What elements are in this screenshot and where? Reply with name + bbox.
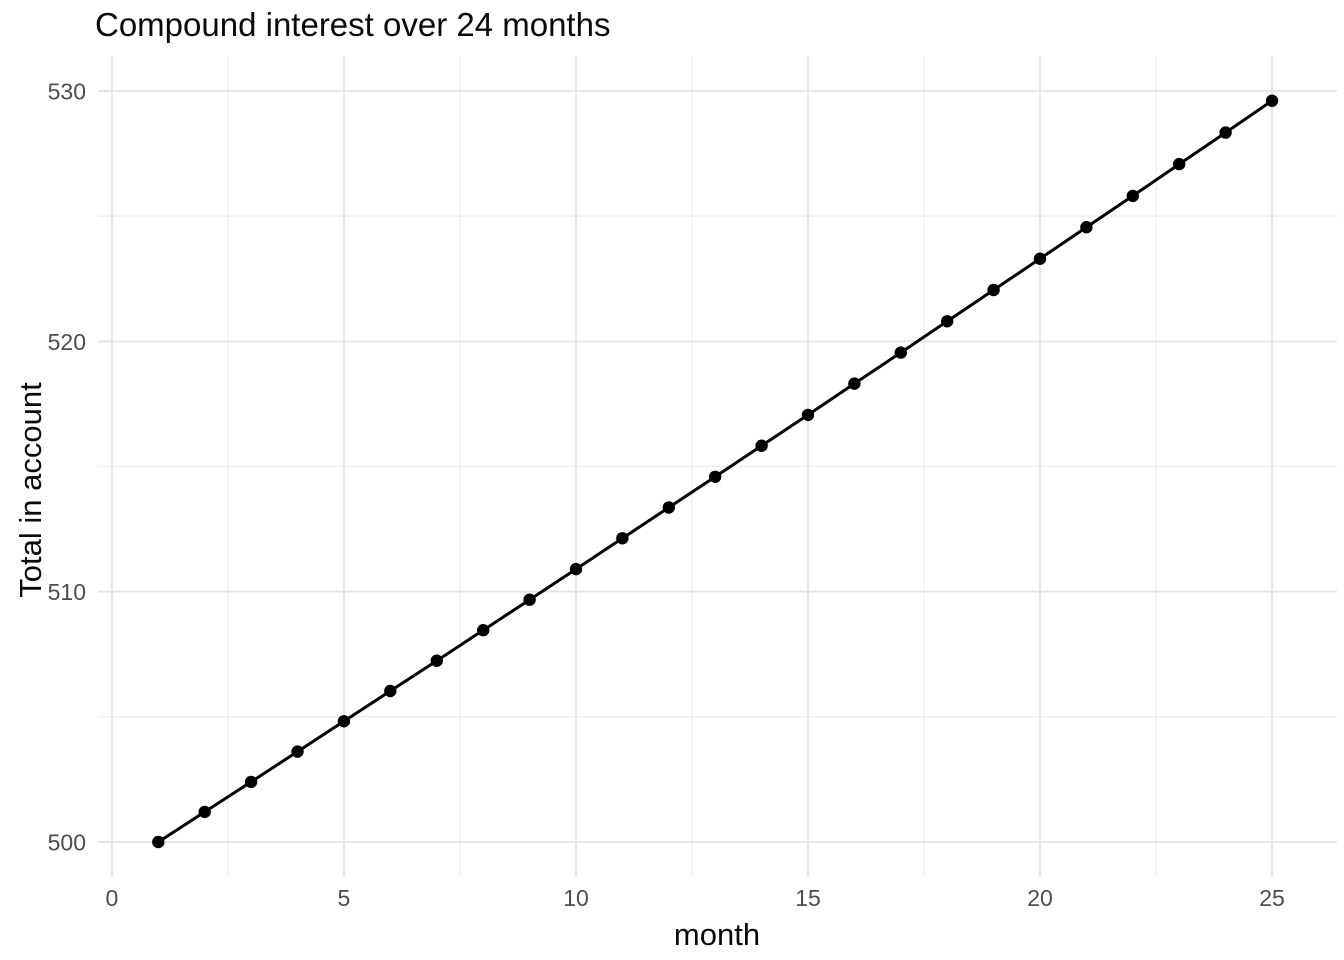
x-tick-label: 20: [1027, 885, 1053, 911]
data-point: [384, 684, 397, 698]
data-point: [477, 624, 490, 637]
grid-major-lines: [98, 56, 1337, 877]
data-point: [616, 532, 629, 545]
y-tick-label: 500: [48, 830, 86, 856]
y-axis-title: Total in account: [13, 382, 48, 598]
series-points: [152, 94, 1279, 849]
y-tick-label: 520: [48, 329, 86, 355]
data-point: [1126, 189, 1140, 203]
data-point: [1033, 252, 1047, 265]
data-point: [1265, 94, 1279, 108]
x-tick-label: 15: [795, 885, 821, 911]
data-point: [755, 439, 768, 452]
chart-title: Compound interest over 24 months: [95, 6, 610, 43]
data-point: [941, 315, 954, 328]
data-point: [1080, 221, 1093, 234]
data-point: [848, 377, 861, 390]
x-axis-title: month: [674, 917, 760, 952]
data-point: [801, 408, 815, 422]
y-tick-label: 530: [48, 79, 86, 105]
x-axis-tick-labels: 0 5 10 15 20 25: [106, 885, 1285, 911]
data-point: [244, 775, 258, 789]
data-point: [523, 593, 536, 606]
data-point: [337, 715, 351, 728]
data-point: [662, 501, 675, 514]
data-point: [894, 346, 907, 359]
data-point: [430, 654, 443, 667]
y-tick-label: 510: [48, 579, 86, 605]
x-tick-label: 10: [563, 885, 589, 911]
data-point: [1219, 126, 1232, 139]
data-point: [198, 805, 211, 819]
data-point: [709, 470, 722, 483]
x-tick-label: 25: [1259, 885, 1285, 911]
data-point: [1173, 157, 1186, 171]
data-point: [569, 562, 583, 576]
grid-minor-lines: [98, 56, 1337, 877]
x-tick-label: 0: [106, 885, 119, 911]
y-axis-tick-labels: 500 510 520 530: [48, 79, 86, 856]
data-point: [987, 283, 1000, 297]
data-point: [291, 745, 304, 758]
data-point: [152, 835, 165, 849]
x-tick-label: 5: [338, 885, 351, 911]
